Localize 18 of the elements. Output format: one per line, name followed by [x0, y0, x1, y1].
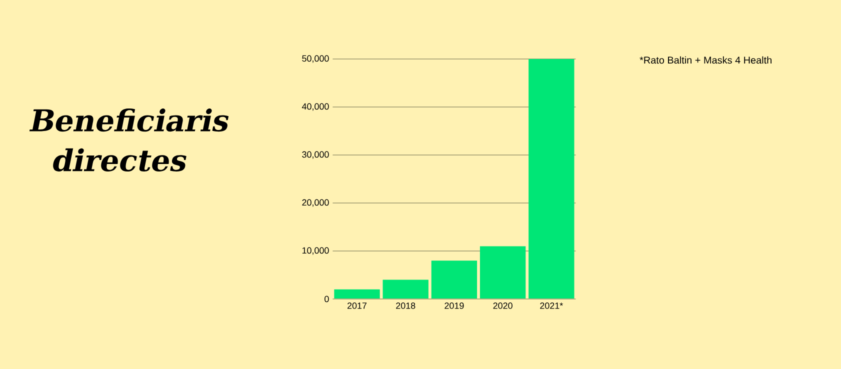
y-tick-label: 40,000: [302, 103, 329, 111]
x-tick-label: 2017: [347, 302, 367, 309]
y-tick-label: 20,000: [302, 199, 329, 207]
y-tick-label: 0: [324, 296, 329, 302]
x-tick-label: 2018: [396, 302, 416, 309]
bar: [382, 280, 428, 299]
text: Beneficiaris directes: [29, 108, 229, 172]
y-tick-label: 30,000: [302, 151, 329, 159]
text: *Rato Baltin + Masks 4 Health: [640, 56, 772, 64]
bar: [528, 58, 574, 299]
bar: [334, 289, 380, 299]
bar: [431, 260, 478, 299]
y-tick-label: 50,000: [302, 55, 329, 63]
x-tick-label: 2019: [444, 302, 464, 309]
x-tick-label: 2021*: [540, 302, 563, 309]
y-tick-label: 10,000: [302, 247, 329, 255]
x-tick-label: 2020: [493, 302, 512, 309]
bar: [480, 246, 526, 299]
